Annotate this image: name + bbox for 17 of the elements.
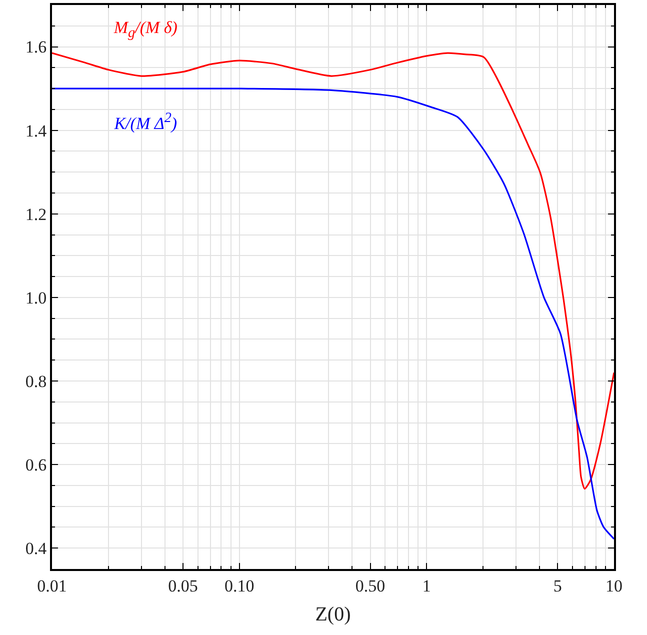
y-tick-label: 0.6 <box>25 456 47 475</box>
y-tick-label: 0.8 <box>25 372 47 391</box>
x-tick-label: 0.50 <box>355 576 386 596</box>
y-tick-label: 1.2 <box>25 204 47 224</box>
x-axis-title: Z(0) <box>315 603 351 626</box>
x-tick-label: 1 <box>422 576 431 596</box>
series-label: M$_{g}$/(M δ) <box>114 18 178 42</box>
x-tick-label: 0.01 <box>37 576 67 596</box>
x-tick-label: 5 <box>553 576 562 596</box>
y-tick-label: 1.0 <box>25 288 47 308</box>
y-tick-label: 0.4 <box>25 539 48 558</box>
x-tick-label: 0.05 <box>168 576 198 596</box>
y-tick-label: 1.6 <box>25 38 47 57</box>
x-tick-label: 0.10 <box>224 576 254 596</box>
series-label: K/(M Δ$^{2}$) <box>114 110 178 134</box>
x-tick-label: 10 <box>606 576 622 596</box>
y-tick-label: 1.4 <box>25 121 48 140</box>
